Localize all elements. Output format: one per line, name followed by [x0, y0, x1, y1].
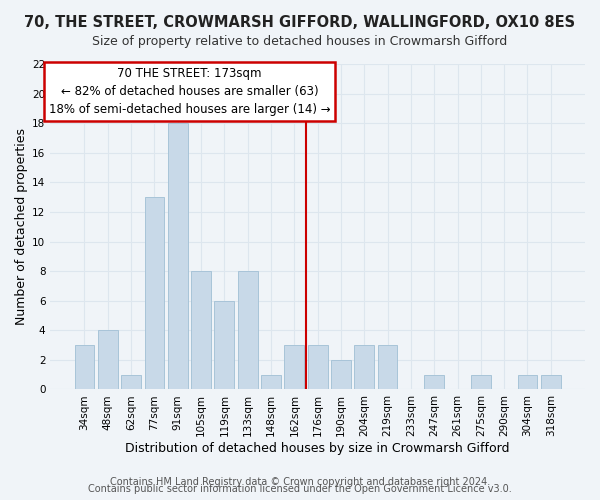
- Bar: [308, 345, 328, 390]
- Bar: [355, 345, 374, 390]
- Bar: [377, 345, 397, 390]
- Text: Size of property relative to detached houses in Crowmarsh Gifford: Size of property relative to detached ho…: [92, 35, 508, 48]
- Bar: [518, 374, 538, 390]
- Bar: [145, 197, 164, 390]
- Bar: [261, 374, 281, 390]
- Text: 70, THE STREET, CROWMARSH GIFFORD, WALLINGFORD, OX10 8ES: 70, THE STREET, CROWMARSH GIFFORD, WALLI…: [25, 15, 575, 30]
- Text: Contains public sector information licensed under the Open Government Licence v3: Contains public sector information licen…: [88, 484, 512, 494]
- Bar: [284, 345, 304, 390]
- Y-axis label: Number of detached properties: Number of detached properties: [15, 128, 28, 325]
- Text: Contains HM Land Registry data © Crown copyright and database right 2024.: Contains HM Land Registry data © Crown c…: [110, 477, 490, 487]
- Bar: [238, 271, 257, 390]
- X-axis label: Distribution of detached houses by size in Crowmarsh Gifford: Distribution of detached houses by size …: [125, 442, 510, 455]
- Bar: [191, 271, 211, 390]
- Bar: [471, 374, 491, 390]
- Bar: [214, 300, 234, 390]
- Bar: [424, 374, 444, 390]
- Bar: [541, 374, 560, 390]
- Bar: [74, 345, 94, 390]
- Bar: [331, 360, 351, 390]
- Bar: [121, 374, 141, 390]
- Bar: [168, 123, 188, 390]
- Text: 70 THE STREET: 173sqm
← 82% of detached houses are smaller (63)
18% of semi-deta: 70 THE STREET: 173sqm ← 82% of detached …: [49, 67, 330, 116]
- Bar: [98, 330, 118, 390]
